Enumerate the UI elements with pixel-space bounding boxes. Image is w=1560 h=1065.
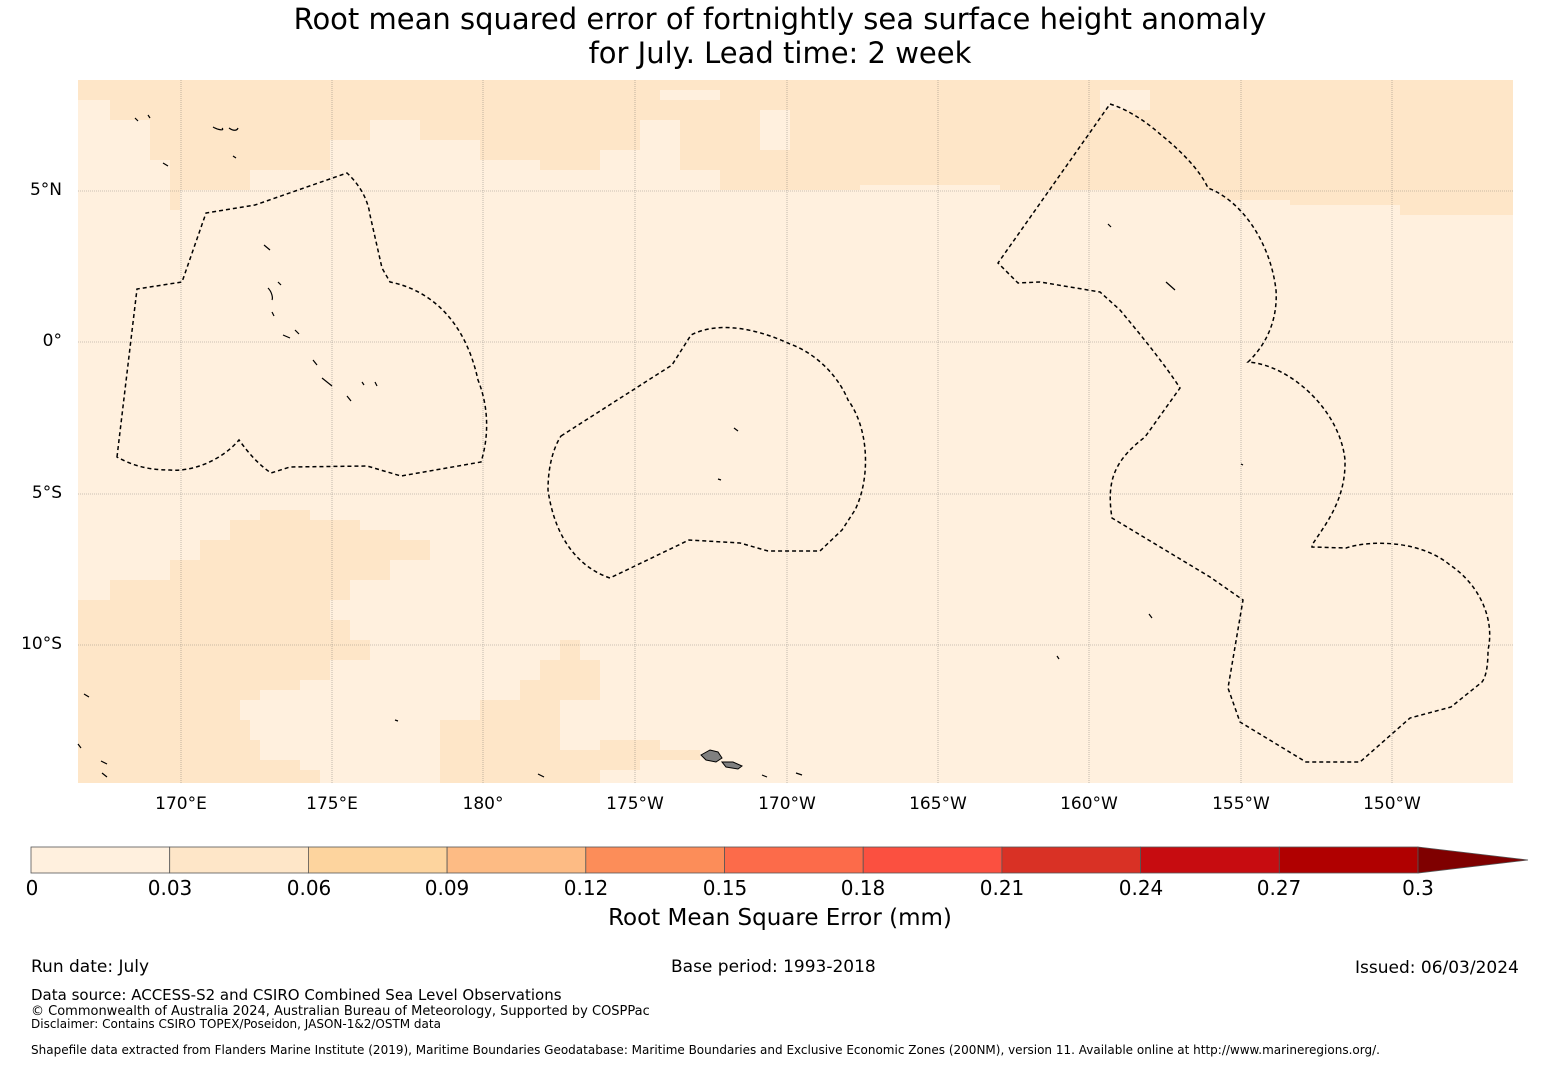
colorbar-tick-0: 0 [25,876,39,900]
colorbar-tick-4: 0.12 [563,876,609,900]
copyright: © Commonwealth of Australia 2024, Austra… [31,1004,650,1019]
rmse-light-blocks [640,90,1150,170]
data-source: Data source: ACCESS-S2 and CSIRO Combine… [31,986,562,1004]
title-line-1: Root mean squared error of fortnightly s… [293,2,1267,36]
lon-label-170e: 170°E [155,794,207,814]
rmse-patch-south [440,640,700,783]
colorbar-tick-1: 0.03 [147,876,193,900]
lon-label-165w: 165°W [909,794,967,814]
colorbar-tick-7: 0.21 [979,876,1025,900]
colorbar-tick-8: 0.24 [1118,876,1164,900]
colorbar-tick-5: 0.15 [702,876,748,900]
colorbar-segment [1140,846,1280,874]
colorbar-segment [30,846,171,874]
lat-label-5n: 5°N [29,180,62,200]
rmse-patch-south-west [78,510,430,783]
land-mass-2 [720,761,743,770]
colorbar-tick-10: 0.3 [1402,876,1434,900]
chart-title: Root mean squared error of fortnightly s… [0,2,1560,70]
lat-label-0: 0° [42,331,62,351]
lon-label-175w: 175°W [606,794,664,814]
title-line-2: for July. Lead time: 2 week [588,36,972,70]
colorbar-extend-arrow [1417,846,1529,874]
colorbar-segment [585,846,725,874]
disclaimer: Disclaimer: Contains CSIRO TOPEX/Poseido… [31,1017,441,1031]
colorbar-segment [724,846,864,874]
rmse-patch-north-east [1100,80,1513,120]
colorbar-tick-3: 0.09 [424,876,470,900]
lon-label-155w: 155°W [1212,794,1270,814]
lon-label-160w: 160°W [1060,794,1118,814]
islands [77,114,1244,778]
colorbar-segment [307,846,448,874]
colorbar-tick-6: 0.18 [840,876,886,900]
rmse-patches [78,80,1513,783]
lon-label-175e: 175°E [306,794,358,814]
colorbar-segment [1001,846,1142,874]
land-mass-1 [700,749,723,763]
colorbar-label: Root Mean Square Error (mm) [608,905,952,931]
base-period: Base period: 1993-2018 [671,957,876,977]
lon-label-180: 180° [462,794,504,814]
colorbar-segment [169,846,309,874]
land-masses [700,749,743,770]
lat-label-10s: 10°S [21,634,62,654]
colorbar-segment [1278,846,1419,874]
shapefile-credit: Shapefile data extracted from Flanders M… [31,1043,1380,1057]
lon-label-170w: 170°W [758,794,816,814]
lon-label-150w: 150°W [1363,794,1421,814]
eez-boundary-tokelau [547,326,867,579]
colorbar-tick-2: 0.06 [286,876,332,900]
eez-boundary-tuvalu-kiribati-west [116,172,488,477]
colorbar-segment [862,846,1003,874]
eez-boundaries [116,103,1491,763]
colorbar [30,846,1529,874]
run-date: Run date: July [31,957,150,977]
rmse-patch-north [78,80,1513,215]
lat-label-5s: 5°S [31,483,62,503]
colorbar-tick-9: 0.27 [1256,876,1302,900]
issued-date: Issued: 06/03/2024 [1355,958,1519,978]
colorbar-segment [446,846,587,874]
